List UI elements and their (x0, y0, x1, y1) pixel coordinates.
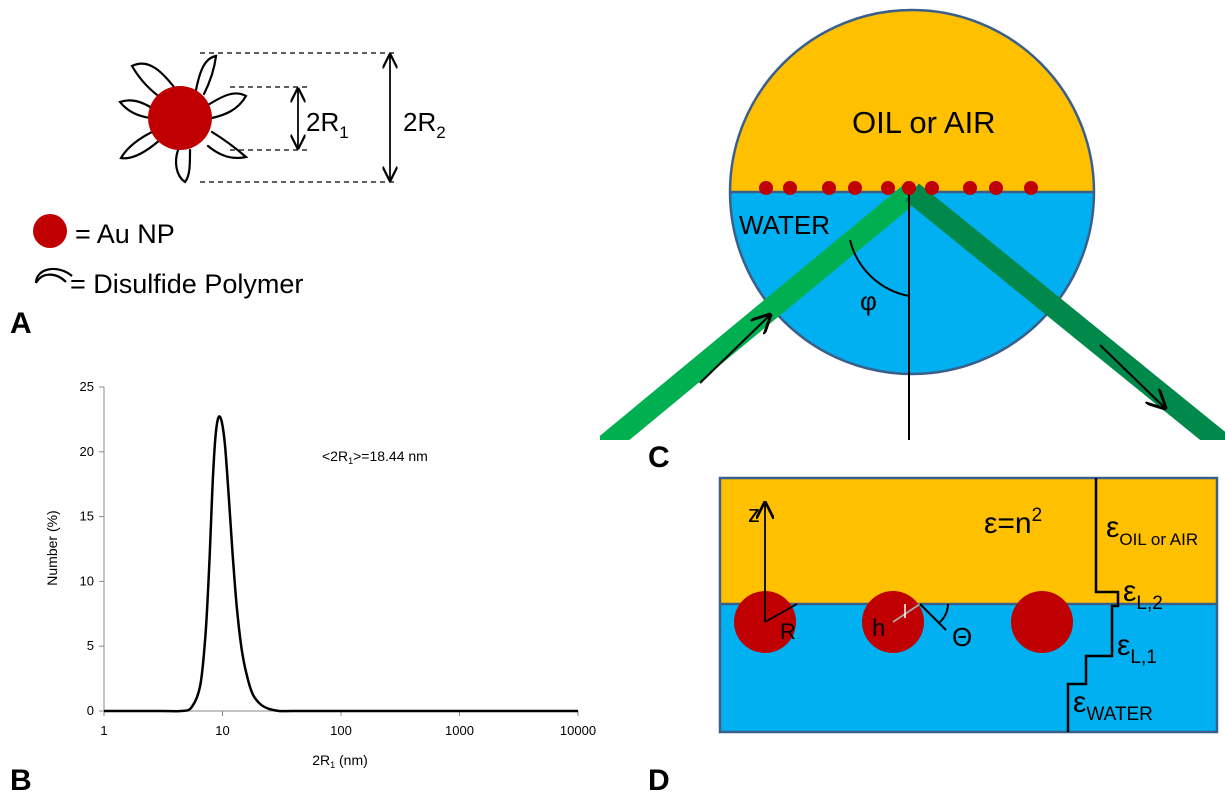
legend-polymer-marker (34, 267, 73, 284)
legend-polymer-label: = Disulfide Polymer (70, 269, 303, 299)
incident-arrow (699, 315, 770, 384)
reflected-beam (905, 183, 1225, 440)
y-tick-label: 10 (80, 573, 94, 588)
chart-axes (99, 386, 579, 716)
y-tick-label: 15 (80, 509, 94, 524)
chart-y-label: Number (%) (44, 510, 60, 585)
x-tick-label: 1 (100, 723, 107, 738)
radius-line (764, 603, 798, 623)
inner-diameter-label: 2R1 (306, 107, 349, 142)
height-label: h (872, 615, 885, 642)
x-tick-label: 10 (215, 723, 229, 738)
panel-b-chart: 0 5 10 15 20 25 1 10 100 1000 10000 2R1 (nm) Numbe… (10, 379, 596, 797)
y-tick-label: 25 (80, 379, 94, 394)
x-tick-label: 10000 (560, 723, 596, 738)
panel-label-d: D (648, 764, 670, 797)
y-tick-label: 20 (80, 444, 94, 459)
panel-c: OIL or AIR WATER φ C (600, 8, 1225, 474)
contact-tangent (919, 603, 947, 631)
y-tick-label: 5 (87, 638, 94, 653)
permittivity-profile (1066, 478, 1120, 732)
contact-angle-arc (939, 603, 949, 623)
panel-d: z R h Θ ε=n2 εOIL or AIR εL,2 εL,1 εWATE… (648, 476, 1219, 797)
gold-nanoparticle (148, 86, 212, 150)
outer-diameter-label: 2R2 (403, 107, 446, 142)
oil-layer (720, 478, 1217, 604)
dimension-arrows (298, 55, 390, 180)
eps-l1-label: εL,1 (1117, 629, 1157, 668)
height-line (892, 603, 921, 623)
water-layer (720, 604, 1217, 732)
chart-x-label: 2R1 (nm) (312, 752, 368, 770)
eps-l2-label: εL,2 (1123, 575, 1163, 614)
permittivity-equation: ε=n2 (984, 505, 1042, 540)
chart-annotation: <2R1>=18.44 nm (322, 448, 428, 466)
oil-label: OIL or AIR (852, 105, 996, 140)
radius-label: R (780, 619, 796, 644)
panel-label-c: C (648, 441, 670, 474)
particle-3 (1011, 591, 1073, 653)
polymer-shell (118, 54, 249, 184)
eps-oil-label: εOIL or AIR (1106, 511, 1198, 549)
y-tick-label: 0 (87, 703, 94, 718)
legend-np-marker (33, 214, 67, 248)
panel-label-b: B (10, 764, 32, 797)
panel-d-frame (718, 476, 1219, 734)
angle-arc (849, 239, 910, 297)
dimension-lines (200, 52, 395, 183)
interface-particles (759, 181, 1038, 195)
angle-label: φ (860, 286, 877, 316)
x-tick-label: 1000 (445, 723, 474, 738)
oil-region (730, 10, 1094, 192)
panel-a: 2R1 2R2 = Au NP = Disulfide Polymer A (10, 52, 446, 340)
legend-np-label: = Au NP (75, 219, 175, 249)
contact-angle-label: Θ (952, 622, 972, 652)
eps-water-label: εWATER (1073, 686, 1153, 725)
water-region (730, 192, 1094, 374)
x-tick-label: 100 (330, 723, 352, 738)
panel-label-a: A (10, 307, 32, 340)
chart-tick-labels: 0 5 10 15 20 25 1 10 100 1000 10000 (80, 379, 597, 738)
water-label: WATER (739, 210, 830, 240)
z-label: z (748, 501, 760, 528)
reflected-arrow (1099, 344, 1165, 408)
size-distribution-line (104, 415, 578, 713)
